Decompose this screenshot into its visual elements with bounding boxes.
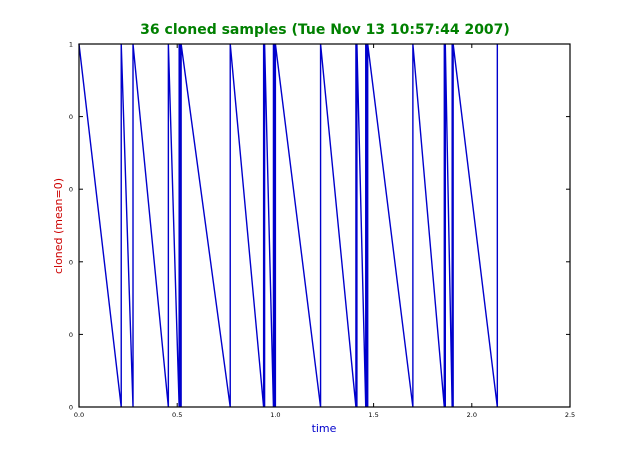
x-tick-label: 2.0 (467, 411, 477, 419)
series-line (78, 43, 499, 408)
plot-frame (78, 43, 571, 408)
x-axis-label: time (312, 422, 337, 435)
x-tick-label: 0.0 (74, 411, 84, 419)
y-tick-label: 1 (69, 41, 73, 49)
x-tick-label: 1.5 (368, 411, 378, 419)
series-layer (78, 43, 499, 408)
x-tick-label: 2.5 (565, 411, 575, 419)
y-axis-label: cloned (mean=0) (52, 178, 65, 274)
y-tick-label: 0 (69, 113, 73, 121)
tick-layer: 0.0 0.5 1.0 1.5 2.0 2.5 0 0 0 0 0 1 (69, 41, 575, 420)
chart-title: 36 cloned samples (Tue Nov 13 10:57:44 2… (140, 22, 510, 38)
y-tick-label: 0 (69, 258, 73, 266)
x-tick-label: 1.0 (270, 411, 280, 419)
y-tick-label: 0 (69, 331, 73, 339)
y-tick-label: 0 (69, 186, 73, 194)
x-tick-label: 0.5 (172, 411, 182, 419)
y-tick-label: 0 (69, 404, 73, 412)
